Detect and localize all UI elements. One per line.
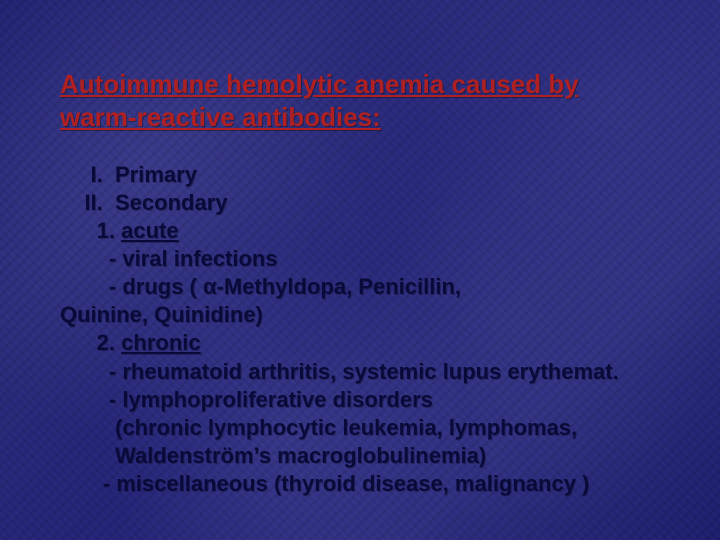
body-line-10: (chronic lymphocytic leukemia, lymphomas…: [60, 415, 577, 440]
slide-body: I. Primary II. Secondary 1. acute - vira…: [60, 161, 660, 499]
body-line-11: Waldenström’s macroglobulinemia): [60, 443, 486, 468]
body-line-3-prefix: 1.: [60, 218, 121, 243]
body-line-7-prefix: 2.: [60, 330, 121, 355]
body-line-9: - lymphoproliferative disorders: [60, 387, 433, 412]
title-line-1: Autoimmune hemolytic anemia caused by: [60, 69, 579, 99]
body-line-5: - drugs ( α-Methyldopa, Penicillin,: [60, 274, 461, 299]
body-line-4: - viral infections: [60, 246, 278, 271]
body-line-7-underlined: chronic: [121, 330, 200, 355]
body-line-12: - miscellaneous (thyroid disease, malign…: [60, 471, 589, 496]
slide-title: Autoimmune hemolytic anemia caused by wa…: [60, 68, 660, 135]
title-line-2: warm-reactive antibodies:: [60, 102, 381, 132]
body-line-6: Quinine, Quinidine): [60, 302, 263, 327]
body-line-8: - rheumatoid arthritis, systemic lupus e…: [60, 359, 619, 384]
body-line-3-underlined: acute: [121, 218, 178, 243]
slide-container: Autoimmune hemolytic anemia caused by wa…: [0, 0, 720, 540]
body-line-2: II. Secondary: [60, 190, 228, 215]
body-line-1: I. Primary: [60, 162, 197, 187]
